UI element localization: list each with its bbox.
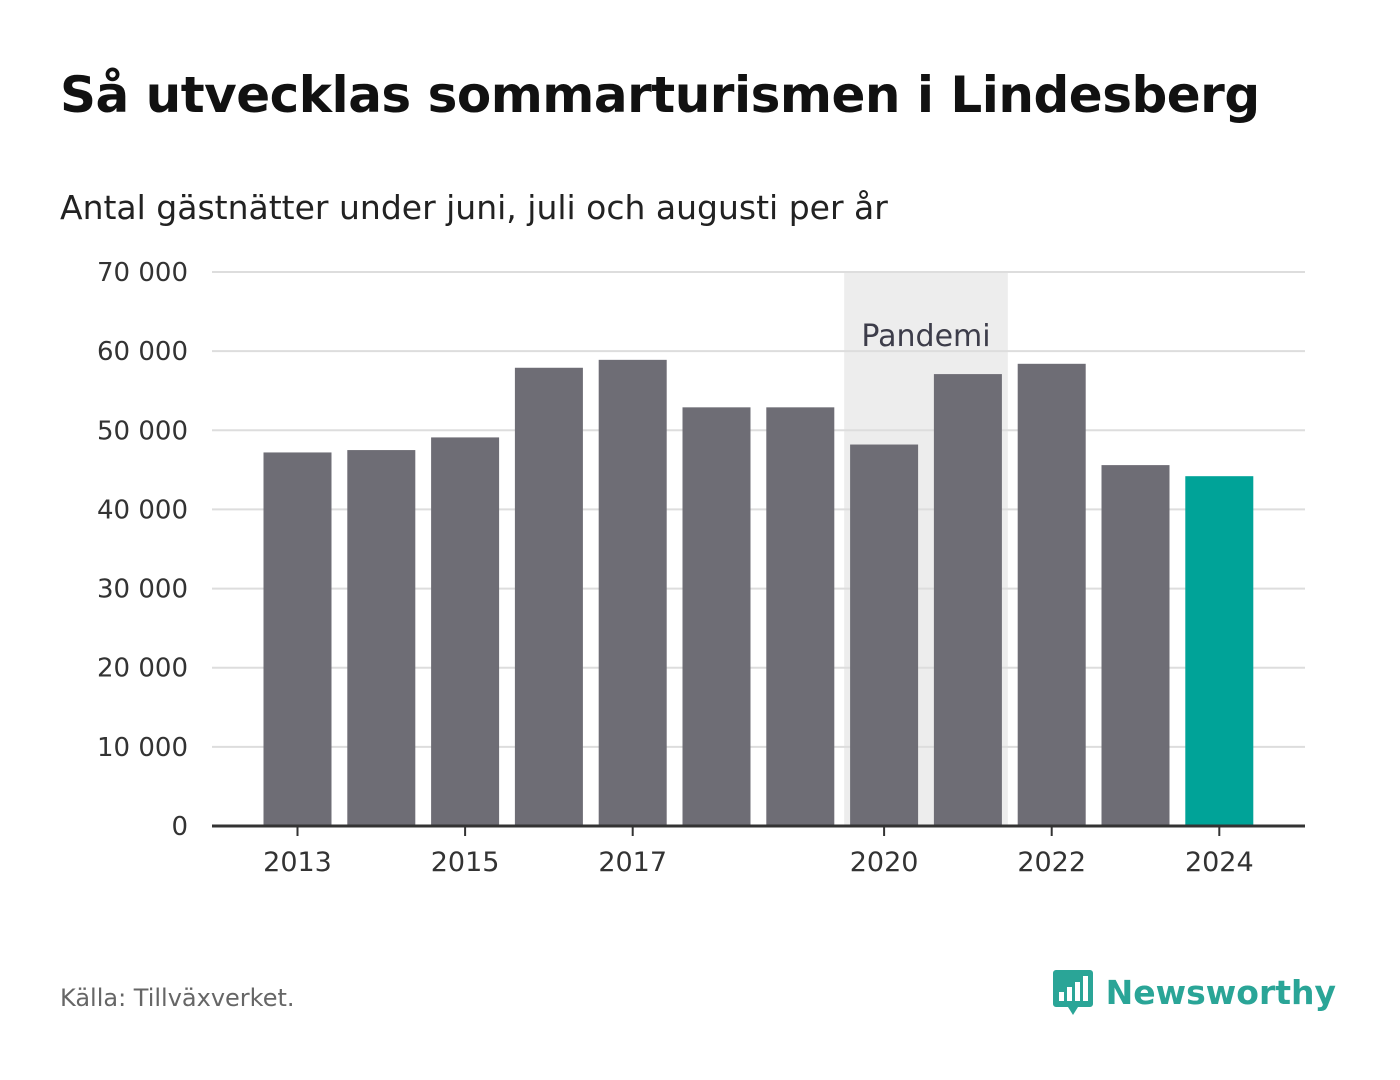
x-tick-label: 2017 <box>598 847 667 878</box>
bar-2018 <box>682 407 751 826</box>
bar-2019 <box>766 407 835 826</box>
pandemic-label: Pandemi <box>861 319 990 354</box>
chart-title: Så utvecklas sommarturismen i Lindesberg <box>60 66 1260 124</box>
y-tick-label: 70 000 <box>97 258 188 288</box>
y-tick-label: 20 000 <box>97 654 188 684</box>
y-tick-label: 50 000 <box>97 416 188 446</box>
y-tick-label: 40 000 <box>97 495 188 525</box>
brand-name: Newsworthy <box>1105 972 1336 1012</box>
y-tick-label: 0 <box>171 812 188 842</box>
bar-2023 <box>1101 465 1170 826</box>
x-tick-label: 2022 <box>1017 847 1086 878</box>
bar-2016 <box>514 367 583 826</box>
newsworthy-logo-icon <box>1052 970 1093 1015</box>
bar-2017 <box>598 359 667 826</box>
bar-2024 <box>1185 476 1254 826</box>
source-note: Källa: Tillväxverket. <box>60 984 295 1012</box>
x-tick-label: 2013 <box>263 847 332 878</box>
y-tick-label: 60 000 <box>97 337 188 367</box>
chart-subtitle: Antal gästnätter under juni, juli och au… <box>60 188 888 227</box>
brand-logo[interactable]: Newsworthy <box>1052 968 1336 1016</box>
y-tick-label: 30 000 <box>97 575 188 605</box>
bar-2022 <box>1017 363 1086 826</box>
x-tick-label: 2020 <box>850 847 919 878</box>
bar-2015 <box>431 437 500 826</box>
bar-chart: 0 10 000 20 000 30 000 40 000 50 000 60 000 70 … <box>97 258 1305 878</box>
bar-2013 <box>263 452 332 826</box>
bar-2021 <box>933 374 1002 826</box>
bar-2014 <box>347 450 416 826</box>
bar-2020 <box>850 444 919 826</box>
x-tick-label: 2015 <box>431 847 500 878</box>
x-tick-label: 2024 <box>1185 847 1254 878</box>
y-tick-label: 10 000 <box>97 733 188 763</box>
